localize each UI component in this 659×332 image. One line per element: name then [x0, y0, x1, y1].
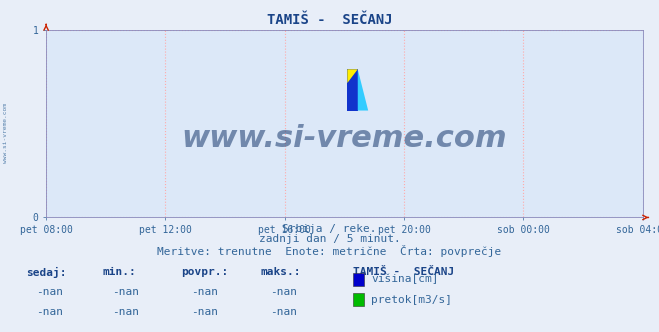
- Text: TAMIŠ -  SEČANJ: TAMIŠ - SEČANJ: [353, 267, 454, 277]
- Polygon shape: [358, 69, 368, 111]
- Text: -nan: -nan: [36, 307, 63, 317]
- Text: -nan: -nan: [191, 287, 218, 297]
- Text: -nan: -nan: [112, 307, 139, 317]
- Text: sedaj:: sedaj:: [26, 267, 67, 278]
- Text: -nan: -nan: [191, 307, 218, 317]
- Text: min.:: min.:: [102, 267, 136, 277]
- Text: www.si-vreme.com: www.si-vreme.com: [3, 103, 8, 163]
- Text: -nan: -nan: [36, 287, 63, 297]
- Text: TAMIŠ -  SEČANJ: TAMIŠ - SEČANJ: [267, 13, 392, 27]
- Text: Meritve: trenutne  Enote: metrične  Črta: povprečje: Meritve: trenutne Enote: metrične Črta: …: [158, 245, 501, 257]
- Text: -nan: -nan: [270, 287, 297, 297]
- Text: pretok[m3/s]: pretok[m3/s]: [371, 295, 452, 305]
- Text: -nan: -nan: [112, 287, 139, 297]
- Text: Srbija / reke.: Srbija / reke.: [282, 224, 377, 234]
- Polygon shape: [347, 69, 358, 111]
- Text: maks.:: maks.:: [260, 267, 301, 277]
- Text: zadnji dan / 5 minut.: zadnji dan / 5 minut.: [258, 234, 401, 244]
- Text: višina[cm]: višina[cm]: [371, 274, 438, 285]
- Polygon shape: [347, 69, 358, 83]
- Text: -nan: -nan: [270, 307, 297, 317]
- Text: www.si-vreme.com: www.si-vreme.com: [181, 124, 507, 153]
- Text: povpr.:: povpr.:: [181, 267, 229, 277]
